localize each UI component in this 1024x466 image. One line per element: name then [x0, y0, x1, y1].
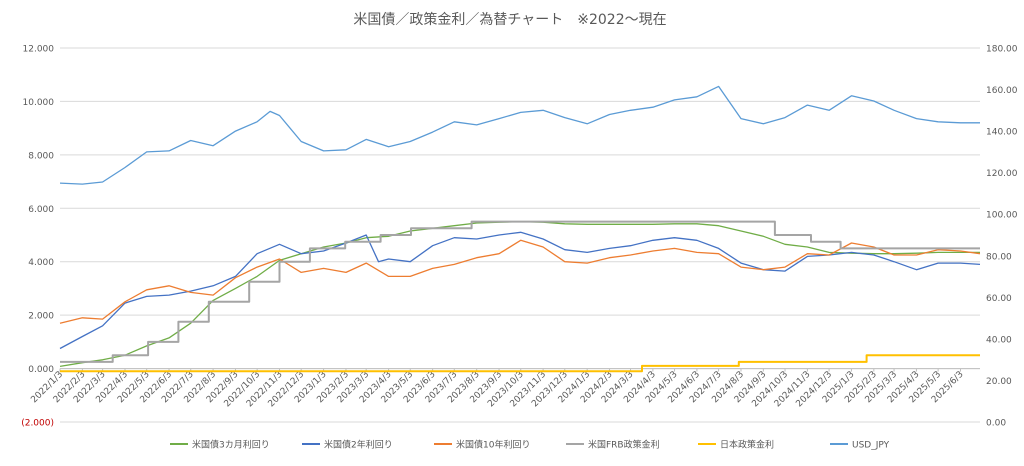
series-lines [59, 85, 981, 373]
y-axis-right: 0.00 20.00 40.00 60.00 80.00 100.00 120.00 140.… [986, 45, 1018, 429]
y-right-tick-label: 0.00 [986, 419, 1006, 429]
legend: 米国債3カ月利回り 米国債2年利回り 米国債10年利回り 米国FRB政策金利 日本政策金… [170, 439, 890, 451]
y-left-tick-label: 6.000 [28, 205, 54, 215]
legend-label: 日本政策金利 [720, 439, 774, 451]
legend-label: 米国債2年利回り [324, 439, 393, 451]
chart-title: 米国債／政策金利／為替チャート ※2022～現在 [353, 11, 666, 28]
y-right-tick-label: 180.00 [986, 45, 1018, 55]
legend-item: 米国債2年利回り [302, 439, 393, 451]
y-right-tick-label: 60.00 [986, 294, 1012, 304]
y-right-tick-label: 140.00 [986, 128, 1018, 138]
series-line [59, 239, 981, 324]
y-right-tick-label: 20.00 [986, 377, 1012, 387]
y-left-tick-label: 0.000 [28, 365, 54, 375]
legend-label: 米国債10年利回り [456, 439, 530, 451]
legend-item: 米国FRB政策金利 [566, 439, 660, 451]
y-right-tick-label: 160.00 [986, 86, 1018, 96]
y-axis-left: (2.000) 0.000 2.000 4.000 6.000 8.000 10.000 12… [21, 45, 54, 429]
y-left-tick-label: 12.000 [23, 45, 55, 55]
legend-item: 米国債3カ月利回り [170, 439, 270, 451]
y-left-tick-label: 2.000 [28, 312, 54, 322]
legend-label: 米国FRB政策金利 [588, 439, 660, 451]
legend-item: 日本政策金利 [698, 439, 774, 451]
legend-label: 米国債3カ月利回り [192, 439, 270, 451]
y-right-tick-label: 100.00 [986, 211, 1018, 221]
series-line [59, 85, 980, 185]
legend-item: 米国債10年利回り [434, 439, 530, 451]
y-right-tick-label: 120.00 [986, 169, 1018, 179]
series-line [60, 354, 980, 373]
y-left-tick-label: 4.000 [28, 258, 54, 268]
y-left-tick-label: (2.000) [21, 419, 54, 429]
y-left-tick-label: 8.000 [28, 151, 54, 161]
legend-item: USD_JPY [830, 441, 890, 451]
legend-label: USD_JPY [852, 441, 890, 451]
series-line [60, 220, 980, 363]
y-left-tick-label: 10.000 [23, 98, 55, 108]
y-right-tick-label: 80.00 [986, 252, 1012, 262]
y-right-tick-label: 40.00 [986, 335, 1012, 345]
